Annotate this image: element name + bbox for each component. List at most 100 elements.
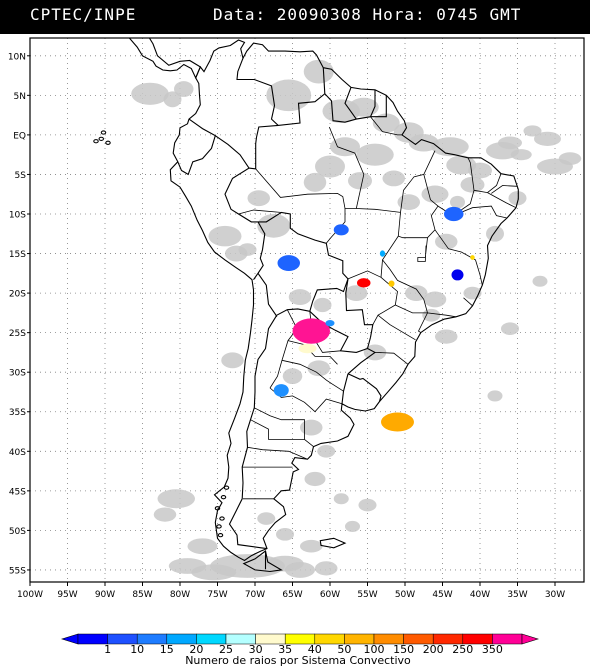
legend-threshold: 50 xyxy=(337,643,351,656)
map-frame xyxy=(29,37,585,583)
island xyxy=(93,139,99,144)
lon-label: 90W xyxy=(95,590,115,600)
cloud-patch xyxy=(486,225,504,242)
lat-label: 10S xyxy=(9,210,26,220)
legend-threshold: 250 xyxy=(452,643,473,656)
state-border xyxy=(400,150,436,213)
coastline-ca xyxy=(128,38,201,80)
cloud-patch xyxy=(510,149,532,161)
island xyxy=(214,506,221,511)
cloud-patch xyxy=(501,322,519,336)
cloud-patch xyxy=(408,134,439,152)
lon-label: 50W xyxy=(395,590,415,600)
lon-label: 30W xyxy=(545,590,565,600)
island xyxy=(220,495,227,500)
state-border xyxy=(374,352,409,365)
cloud-patch xyxy=(303,59,334,84)
lightning-cell xyxy=(333,224,349,236)
lon-label: 100W xyxy=(17,590,43,600)
legend-threshold: 200 xyxy=(423,643,444,656)
cloud-patch xyxy=(304,471,326,487)
lat-label: 15S xyxy=(9,250,26,260)
tierra-del-fuego xyxy=(242,550,283,573)
cloud-patch xyxy=(487,390,503,402)
lightning-cell xyxy=(298,343,317,354)
lon-label: 65W xyxy=(282,590,302,600)
longitude-labels: 100W 95W 90W 85W 80W 75W 70W 65W 60W 55W 50W 45W 40W… xyxy=(17,582,565,600)
legend-threshold: 35 xyxy=(278,643,292,656)
header-bar: CPTEC/INPE Data: 20090308 Hora: 0745 GMT xyxy=(0,0,590,34)
legend-title: Numero de raios por Sistema Convectivo xyxy=(185,654,411,667)
cloud-patch xyxy=(303,172,327,192)
cloud-patch xyxy=(282,368,303,385)
country-border xyxy=(344,87,357,120)
lightning-cell xyxy=(444,206,464,222)
agency-label: CPTEC/INPE xyxy=(30,5,137,24)
legend-threshold: 100 xyxy=(364,643,385,656)
cloud-patch xyxy=(534,131,561,146)
cloud-patch xyxy=(397,194,420,211)
cloud-patch xyxy=(435,329,458,344)
country-border xyxy=(236,58,326,126)
cloud-patch xyxy=(315,155,345,178)
cloud-patch xyxy=(153,507,177,522)
state-border xyxy=(238,209,281,215)
falkland-islands xyxy=(319,537,347,549)
legend-threshold: 20 xyxy=(189,643,203,656)
lightning-cell xyxy=(325,319,335,327)
cloud-patch xyxy=(345,520,360,532)
lat-label: 35S xyxy=(9,408,26,418)
map-background xyxy=(30,38,584,582)
lon-label: 45W xyxy=(432,590,452,600)
cloud-patch xyxy=(498,136,522,150)
legend-threshold: 1 xyxy=(104,643,111,656)
lat-label: 20S xyxy=(9,290,26,300)
lon-label: 75W xyxy=(207,590,227,600)
state-border xyxy=(377,314,416,341)
cloud-patch xyxy=(131,82,169,105)
island xyxy=(98,136,105,142)
island xyxy=(223,485,230,490)
lightning-cell xyxy=(292,318,330,344)
cloud-patch xyxy=(163,91,182,108)
cloud-patch xyxy=(382,170,405,187)
cloud-patch xyxy=(300,419,323,436)
cloud-patch xyxy=(508,191,527,206)
cloud-patch xyxy=(348,172,372,190)
cloud-patch xyxy=(307,360,330,377)
province-border xyxy=(281,359,344,392)
country-border xyxy=(324,89,376,123)
cloud-patch xyxy=(532,275,548,287)
state-border xyxy=(372,259,398,325)
state-border xyxy=(255,168,401,213)
lon-label: 95W xyxy=(57,590,77,600)
cloud-patch xyxy=(315,561,338,576)
lon-label: 55W xyxy=(357,590,377,600)
cloud-patch xyxy=(356,143,394,166)
lon-label: 35W xyxy=(507,590,527,600)
island xyxy=(105,140,111,145)
province-border xyxy=(269,387,343,413)
island xyxy=(216,524,222,529)
state-border xyxy=(417,237,428,262)
lon-label: 70W xyxy=(245,590,265,600)
lightning-cell xyxy=(451,269,464,281)
cloud-patch xyxy=(435,233,458,250)
cloud-patch xyxy=(168,558,207,574)
legend-threshold: 150 xyxy=(393,643,414,656)
color-legend: 1 10 15 20 25 30 35 40 50 100 150 200 250 350 Numero … xyxy=(60,633,540,667)
lat-label: 30S xyxy=(9,369,26,379)
state-border xyxy=(328,126,365,209)
province-border xyxy=(287,340,338,365)
cloud-patch xyxy=(422,308,441,322)
state-border xyxy=(395,304,429,333)
cloud-patch xyxy=(187,538,218,555)
legend-threshold: 15 xyxy=(160,643,174,656)
cloud-cover xyxy=(131,59,582,581)
lightning-cell xyxy=(470,255,475,260)
cloud-patch xyxy=(523,125,542,137)
cloud-patch xyxy=(333,493,349,505)
legend-threshold: 30 xyxy=(249,643,263,656)
lightning-cell xyxy=(381,412,414,432)
legend-arrow-right xyxy=(521,633,540,645)
